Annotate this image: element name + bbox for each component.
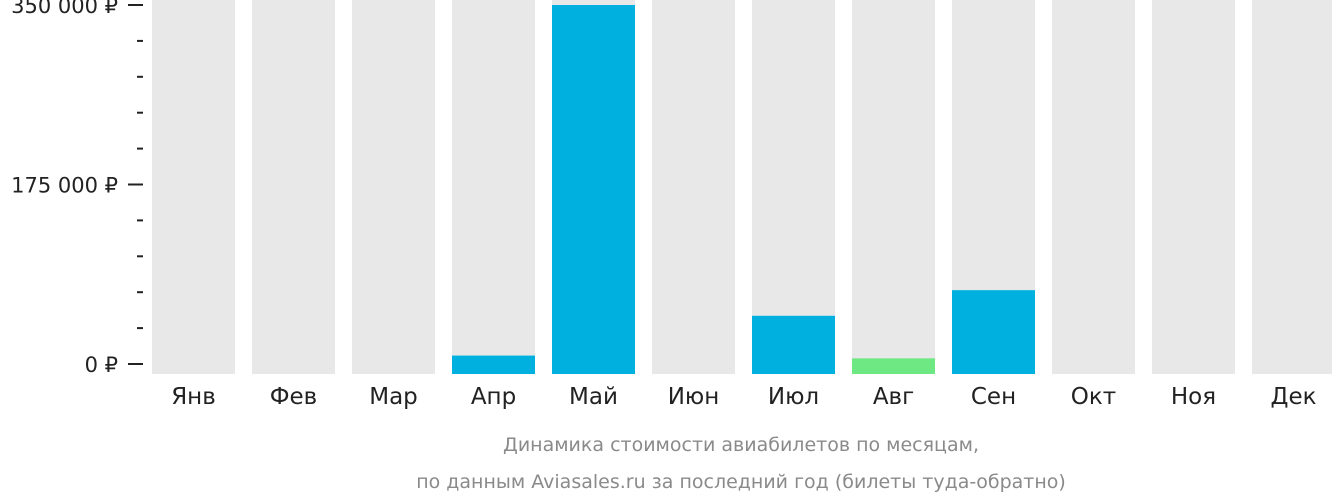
bar-background-10: [1152, 0, 1235, 374]
bar-background-2: [352, 0, 435, 374]
x-tick-label-7: Авг: [873, 384, 914, 410]
bar-background-7: [852, 0, 935, 374]
bar-background-11: [1252, 0, 1332, 374]
bar-7: [852, 358, 935, 374]
value-bars: [452, 5, 1035, 374]
y-axis: 0 ₽ 175 000 ₽ 350 000 ₽: [11, 0, 143, 377]
bar-8: [952, 290, 1035, 374]
y-tick-label-1: 175 000 ₽: [11, 174, 118, 198]
x-tick-label-9: Окт: [1071, 384, 1116, 410]
x-tick-label-6: Июл: [768, 384, 819, 410]
x-tick-label-8: Сен: [971, 384, 1016, 410]
x-tick-label-0: Янв: [171, 384, 216, 410]
x-tick-label-1: Фев: [270, 384, 318, 410]
x-axis: Янв Фев Мар Апр Май Июн Июл Авг Сен Окт Ноя Дек: [171, 384, 1316, 410]
bar-background-6: [752, 0, 835, 374]
y-tick-label-2: 350 000 ₽: [11, 0, 118, 18]
bar-background-1: [252, 0, 335, 374]
chart-caption: Динамика стоимости авиабилетов по месяца…: [416, 434, 1066, 493]
bar-background-5: [652, 0, 735, 374]
bar-background-3: [452, 0, 535, 374]
bar-3: [452, 355, 535, 374]
bar-6: [752, 315, 835, 374]
background-bars: [152, 0, 1332, 374]
caption-line-2: по данным Aviasales.ru за последний год …: [416, 471, 1066, 493]
x-tick-label-3: Апр: [471, 384, 516, 410]
x-tick-label-11: Дек: [1270, 384, 1316, 410]
caption-line-1: Динамика стоимости авиабилетов по месяца…: [503, 434, 979, 456]
x-tick-label-5: Июн: [668, 384, 720, 410]
bar-4: [552, 5, 635, 374]
y-tick-label-0: 0 ₽: [85, 353, 118, 377]
x-tick-label-2: Мар: [369, 384, 418, 410]
x-tick-label-10: Ноя: [1171, 384, 1216, 410]
x-tick-label-4: Май: [569, 384, 618, 410]
bar-background-0: [152, 0, 235, 374]
bar-background-9: [1052, 0, 1135, 374]
